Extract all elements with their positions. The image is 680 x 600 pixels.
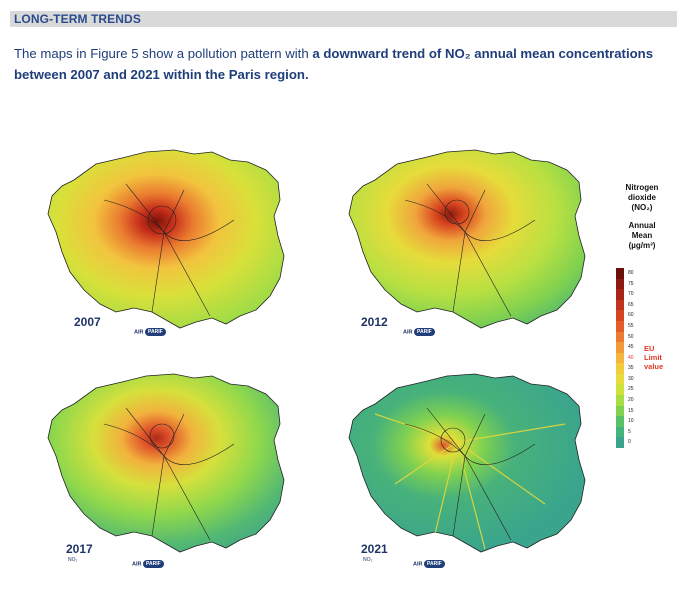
map-2017: 2017 NO₂ AIR PARIF	[14, 364, 314, 568]
scale-swatch	[616, 384, 624, 396]
map-2007: 2007 AIR PARIF	[14, 140, 314, 340]
eu-limit-label: EU Limit value	[644, 344, 664, 371]
airparif-logo: AIR PARIF	[134, 328, 166, 336]
scale-tick-label: 35	[628, 365, 634, 372]
scale-swatch	[616, 416, 624, 428]
map-2021: 2021 NO₂ AIR PARIF	[315, 364, 615, 568]
airparif-logo: AIR PARIF	[403, 328, 435, 336]
scale-swatch	[616, 299, 624, 311]
section-title: LONG-TERM TRENDS	[14, 12, 141, 26]
scale-swatch	[616, 363, 624, 375]
scale-tick-label: 80	[628, 270, 634, 276]
scale-tick-label: 50	[628, 333, 634, 340]
scale-swatch	[616, 395, 624, 407]
scale-tick-label: 55	[628, 322, 634, 329]
map-2012: 2012 AIR PARIF	[315, 140, 615, 340]
intro-text: The maps in Figure 5 show a pollution pa…	[14, 46, 313, 61]
legend-title: dioxide	[627, 193, 656, 202]
scale-swatch	[616, 320, 624, 333]
scale-tick-label: 60	[628, 312, 634, 319]
legend-subtitle: (µg/m³)	[628, 241, 656, 250]
scale-swatch	[616, 331, 624, 343]
legend-subtitle: Annual	[628, 221, 656, 230]
map-pollutant-label: NO₂	[68, 557, 78, 563]
scale-tick-label: 5	[628, 428, 631, 435]
scale-tick-label: 15	[628, 407, 634, 414]
scale-tick-label: 65	[628, 301, 634, 308]
legend-title: (NO₂)	[631, 203, 653, 212]
scale-swatch	[616, 310, 624, 322]
scale-tick-label: 75	[628, 280, 634, 287]
scale-tick-label: 0	[628, 439, 631, 446]
scale-tick-label: 70	[628, 291, 634, 298]
scale-swatch	[616, 405, 624, 417]
legend-title: Nitrogen	[625, 183, 659, 192]
map-pollutant-label: NO₂	[363, 557, 373, 563]
map-year-label: 2007	[74, 315, 101, 329]
airparif-logo: AIR PARIF	[132, 560, 164, 568]
airparif-logo: AIR PARIF	[413, 560, 445, 568]
legend: Nitrogen dioxide (NO₂) Annual Mean (µg/m…	[606, 183, 678, 251]
legend-subtitle: Mean	[631, 231, 653, 240]
scale-tick-label: 40	[628, 354, 634, 361]
scale-swatch	[616, 352, 624, 364]
scale-tick-label: 30	[628, 375, 634, 382]
scale-swatch	[616, 278, 624, 290]
scale-swatch	[616, 373, 624, 385]
scale-tick-label: 45	[628, 344, 634, 351]
scale-swatch	[616, 437, 624, 449]
intro-paragraph: The maps in Figure 5 show a pollution pa…	[14, 43, 678, 85]
scale-swatch	[616, 342, 624, 354]
section-bar	[10, 11, 677, 27]
scale-swatch	[616, 289, 624, 301]
intro-highlight: a downward trend of NO₂ annual mean conc…	[14, 46, 654, 82]
color-scale	[616, 268, 624, 449]
scale-swatch	[616, 268, 624, 280]
scale-tick-label: 10	[628, 418, 634, 425]
map-year-label: 2012	[361, 315, 388, 329]
map-year-label: 2017	[66, 542, 93, 556]
scale-tick-label: 20	[628, 397, 634, 404]
scale-swatch	[616, 426, 624, 438]
map-year-label: 2021	[361, 542, 388, 556]
scale-tick-label: 25	[628, 386, 634, 393]
